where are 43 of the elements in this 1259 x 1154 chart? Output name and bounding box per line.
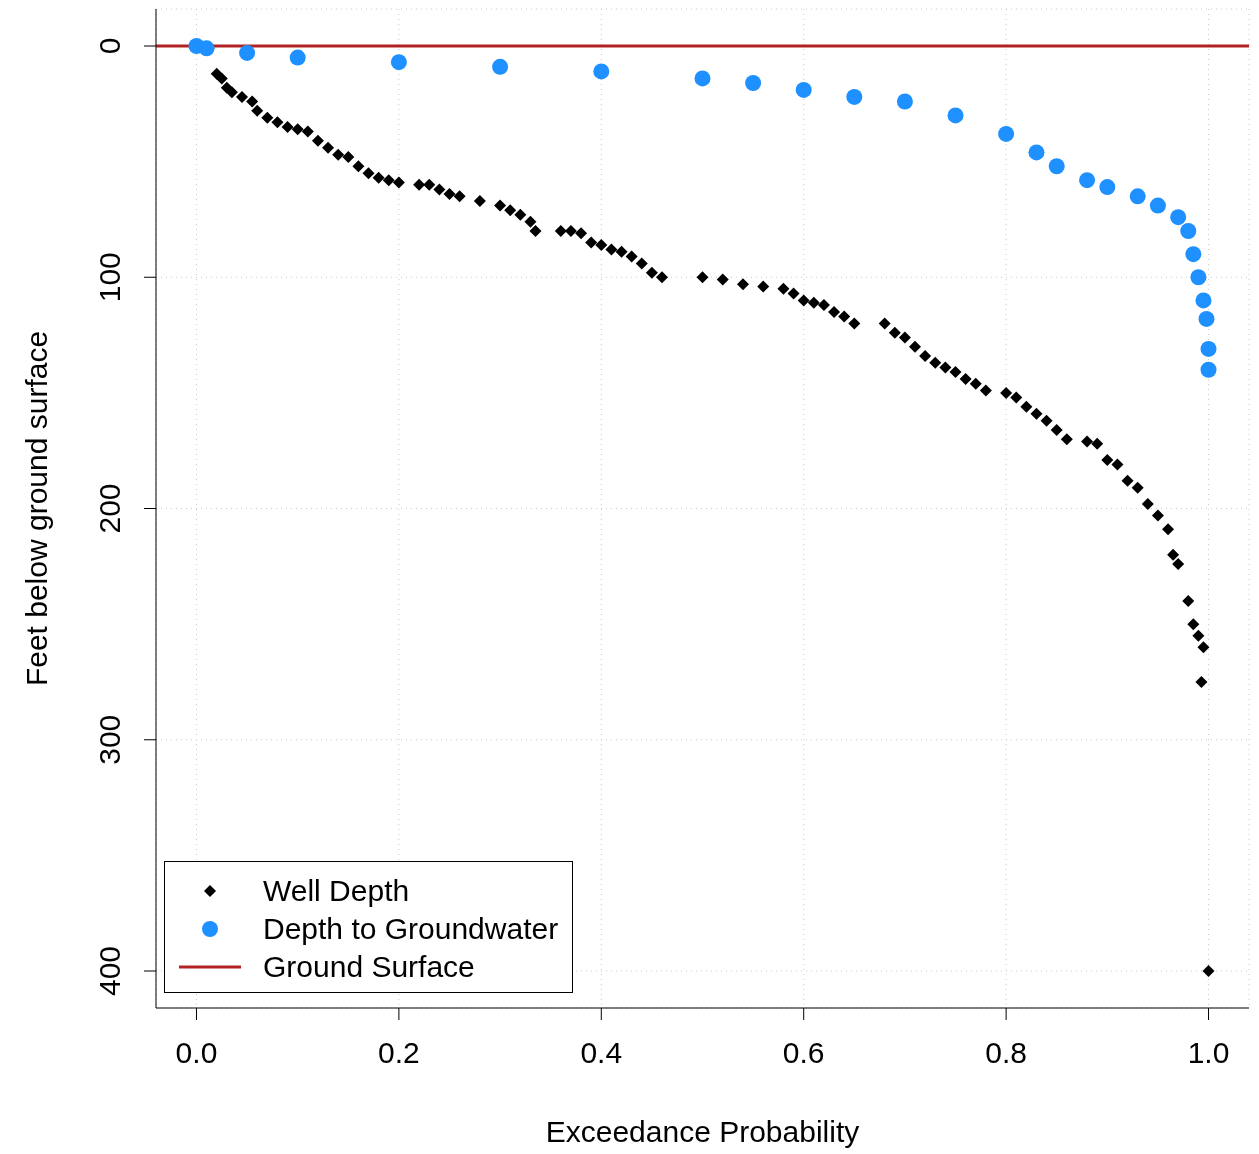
point (239, 44, 256, 61)
x-tick-label: 0.8 (985, 1036, 1027, 1070)
point (1185, 246, 1202, 263)
point (1195, 292, 1212, 309)
legend-label: Ground Surface (263, 950, 475, 984)
x-tick-label: 0.4 (580, 1036, 623, 1070)
point (846, 88, 863, 105)
point (1200, 361, 1217, 378)
y-tick-label: 0 (93, 37, 126, 55)
point (1180, 223, 1197, 239)
point (1028, 144, 1045, 161)
x-tick-label: 1.0 (1187, 1036, 1230, 1070)
y-tick-label: 200 (93, 483, 126, 534)
legend-label: Well Depth (263, 874, 410, 908)
point (390, 54, 407, 71)
point (593, 63, 610, 80)
point (1170, 209, 1187, 226)
x-tick-label: 0.6 (782, 1036, 825, 1070)
point (289, 49, 306, 66)
point (1129, 188, 1146, 205)
y-tick-label: 100 (93, 252, 126, 303)
y-tick-label: 300 (93, 714, 126, 765)
x-axis-title: Exceedance Probability (545, 1115, 860, 1148)
point (694, 70, 711, 87)
point (745, 75, 762, 91)
point (998, 125, 1015, 142)
point (1079, 172, 1096, 189)
point (1048, 158, 1065, 175)
point (492, 58, 509, 75)
point (1200, 340, 1217, 357)
point (1149, 197, 1166, 214)
x-tick-label: 0.2 (378, 1036, 420, 1070)
point (947, 107, 964, 124)
x-tick-label: 0.0 (175, 1036, 218, 1070)
y-axis-title: Feet below ground surface (19, 330, 53, 687)
point (1198, 310, 1215, 327)
point (1190, 269, 1207, 286)
point (896, 93, 913, 110)
y-tick-label: 400 (93, 945, 126, 997)
point (198, 40, 215, 57)
point (1099, 179, 1116, 196)
point (795, 81, 812, 98)
legend-label: Depth to Groundwater (263, 912, 559, 946)
